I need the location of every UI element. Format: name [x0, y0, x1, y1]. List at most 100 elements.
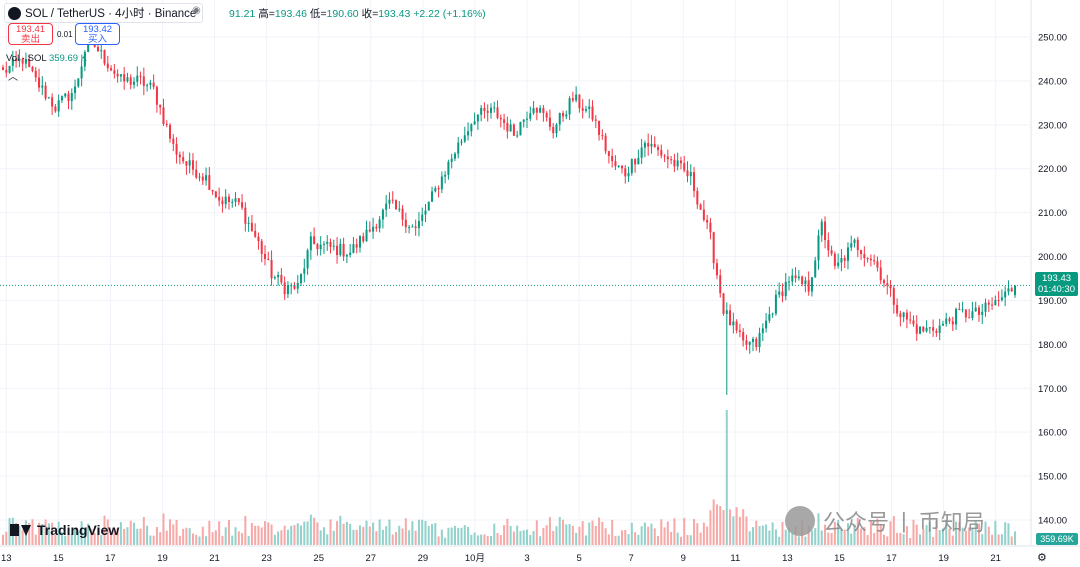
- candle-body: [971, 311, 974, 318]
- time-tick-label: 13: [782, 553, 793, 564]
- volume-bar: [909, 537, 912, 545]
- volume-bar: [814, 528, 817, 545]
- candle-body: [218, 197, 221, 201]
- candle-body: [352, 244, 355, 253]
- volume-bar: [824, 524, 827, 545]
- candle-body: [817, 235, 820, 261]
- time-axis[interactable]: 13 15 17 19 21 23 25 27 29 10月 3 5 7 9 11 13 15 17 19 21: [0, 545, 1080, 564]
- candle-body: [224, 196, 227, 205]
- volume-bar: [745, 516, 748, 545]
- volume-bar: [162, 513, 165, 545]
- volume-bar: [748, 531, 751, 545]
- candle-body: [905, 312, 908, 320]
- candle-body: [326, 241, 329, 244]
- volume-bar: [87, 523, 90, 545]
- volume-bar: [905, 526, 908, 545]
- candle-body: [283, 282, 286, 295]
- volume-bar: [21, 530, 24, 545]
- candle-body: [123, 74, 126, 82]
- volume-bar: [394, 532, 398, 545]
- tradingview-logo[interactable]: TradingView: [10, 522, 119, 538]
- price-tick-label: 230.00: [1038, 120, 1067, 131]
- candle-body: [54, 106, 57, 112]
- volume-bar: [93, 532, 96, 545]
- candle-body: [411, 226, 414, 228]
- candle-body: [611, 155, 614, 162]
- candle-body: [257, 236, 260, 242]
- candle-body: [365, 229, 368, 242]
- volume-bar: [968, 527, 971, 545]
- candle-body: [142, 76, 145, 86]
- candle-body: [319, 244, 322, 250]
- candle-body: [60, 96, 63, 101]
- volume-bar: [774, 529, 777, 545]
- time-tick-label: 17: [105, 553, 116, 564]
- volume-bar: [54, 535, 57, 545]
- candle-body: [401, 208, 404, 220]
- volume-bar: [555, 526, 558, 545]
- sell-button[interactable]: 193.41 卖出: [8, 23, 53, 45]
- candle-body: [244, 207, 247, 224]
- volume-bar: [977, 523, 980, 545]
- volume-bar: [486, 536, 489, 545]
- candle-body: [683, 163, 686, 171]
- time-tick-label: 19: [938, 553, 949, 564]
- volume-bar: [267, 522, 270, 545]
- candle-body: [958, 308, 961, 310]
- candle-body: [863, 254, 866, 258]
- volume-bar: [742, 509, 745, 545]
- candle-body: [175, 143, 178, 155]
- volume-bar: [506, 518, 509, 545]
- symbol-header[interactable]: SOL / TetherUS · 4小时 · Binance: [4, 3, 204, 23]
- candle-body: [191, 160, 194, 170]
- volume-bar: [994, 520, 997, 545]
- volume-bar: [535, 520, 538, 545]
- candle-body: [398, 208, 401, 210]
- candle-body: [503, 119, 506, 123]
- volume-bar: [286, 529, 289, 545]
- price-axis[interactable]: 140.00 150.00 160.00 170.00 180.00 190.00 200.…: [1030, 0, 1067, 545]
- candle-body: [751, 338, 755, 342]
- close-label: 收=: [361, 8, 379, 20]
- candle-body: [1013, 285, 1017, 296]
- eye-icon[interactable]: ◉: [192, 5, 201, 16]
- candle-body: [925, 327, 928, 332]
- time-tick-label: 17: [886, 553, 897, 564]
- candle-body: [657, 147, 660, 151]
- volume-bar: [912, 519, 915, 545]
- candle-body: [149, 82, 152, 85]
- header-buttons[interactable]: ◉: [192, 5, 201, 16]
- volume-bar: [879, 524, 882, 545]
- volume-bar: [627, 534, 630, 545]
- candle-body: [260, 241, 263, 254]
- volume-bar: [431, 524, 434, 545]
- buy-button[interactable]: 193.42 买入: [75, 23, 120, 45]
- candle-body: [964, 309, 967, 318]
- candle-body: [473, 121, 476, 125]
- candle-body: [447, 161, 450, 175]
- time-tick-label: 7: [629, 553, 634, 564]
- volume-bar: [899, 533, 902, 545]
- collapse-chevron-icon[interactable]: ︿: [8, 72, 18, 83]
- volume-bar: [31, 519, 34, 545]
- volume-bar: [640, 526, 643, 545]
- candle-body: [856, 239, 859, 251]
- candle-body: [896, 304, 899, 314]
- settings-gear-icon[interactable]: ⚙: [1037, 552, 1047, 564]
- candle-body: [136, 75, 139, 82]
- candle-body: [1000, 297, 1003, 301]
- candle-body: [329, 241, 332, 247]
- candle-body: [496, 107, 499, 118]
- candle-body: [729, 310, 732, 326]
- candle-body: [735, 321, 738, 331]
- volume-bar: [201, 526, 204, 545]
- volume-bar: [738, 516, 741, 545]
- volume-bar: [260, 527, 263, 545]
- candle-body: [725, 310, 728, 314]
- volume-bar: [221, 535, 224, 545]
- candle-body: [470, 124, 473, 132]
- candle-body: [853, 239, 856, 244]
- volume-bar: [941, 528, 944, 545]
- candle-body: [932, 327, 935, 331]
